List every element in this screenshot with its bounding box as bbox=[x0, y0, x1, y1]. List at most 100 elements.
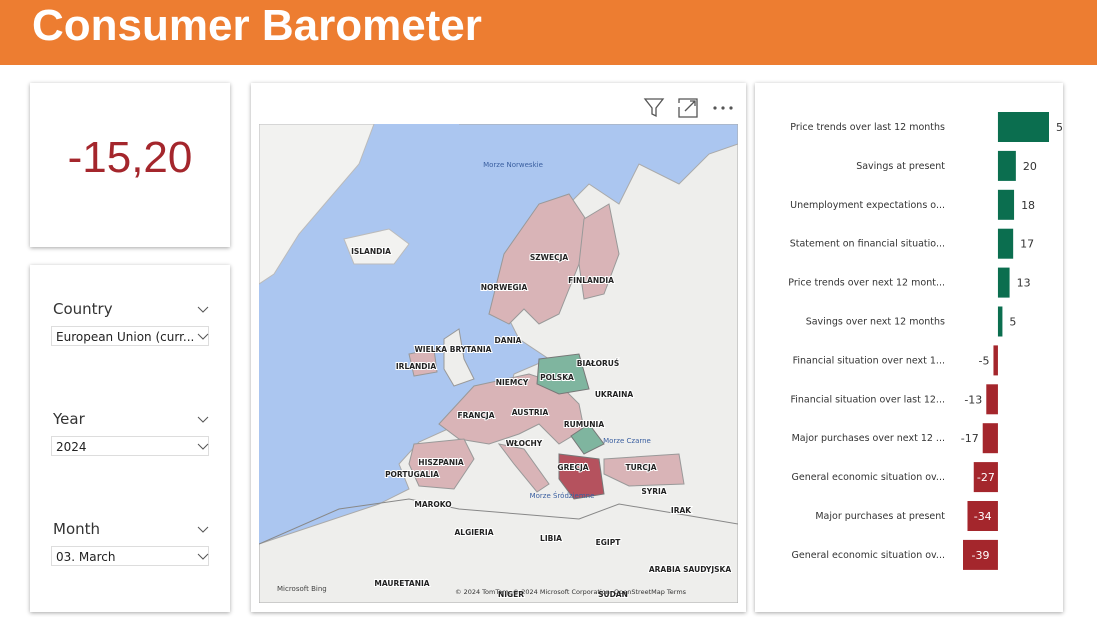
bar bbox=[997, 112, 1049, 142]
map-label: IRLANDIA bbox=[396, 362, 436, 371]
map-label: Morze Śródziemne bbox=[530, 491, 595, 500]
map-label: ALGIERIA bbox=[454, 528, 493, 537]
map-label: IRAK bbox=[671, 506, 692, 515]
map-label: NIEMCY bbox=[496, 378, 529, 387]
value-label: 5 bbox=[1009, 316, 1016, 329]
filter-dropdown[interactable]: European Union (curr... bbox=[51, 326, 209, 346]
header: Consumer Barometer bbox=[0, 0, 1097, 65]
filter-label: Year bbox=[53, 410, 85, 428]
value-label: -34 bbox=[974, 510, 992, 523]
value-label: 20 bbox=[1023, 160, 1037, 173]
map-label: AUSTRIA bbox=[512, 408, 549, 417]
bar bbox=[997, 189, 1015, 220]
map-label: BIAŁORUŚ bbox=[577, 359, 620, 368]
iceland bbox=[343, 228, 410, 265]
chevron bbox=[197, 526, 209, 533]
value-label: 57 bbox=[1056, 121, 1063, 134]
category-label: Statement on financial situatio... bbox=[790, 239, 945, 250]
category-label: Major purchases at present bbox=[815, 511, 945, 522]
filter-dropdown[interactable]: 2024 bbox=[51, 436, 209, 456]
africa-coast bbox=[259, 498, 738, 545]
bar bbox=[993, 345, 998, 376]
map-label: NORWEGIA bbox=[481, 283, 528, 292]
map-label: TURCJA bbox=[625, 463, 656, 472]
chevron bbox=[197, 416, 209, 423]
value-label: -17 bbox=[961, 432, 979, 445]
finland bbox=[578, 203, 620, 300]
chevron bbox=[197, 553, 209, 560]
map-label: DANIA bbox=[495, 336, 522, 345]
filter-label: Country bbox=[53, 300, 113, 318]
land bbox=[259, 124, 738, 603]
kpi-card: -15,20 bbox=[30, 83, 230, 247]
map-label: MAROKO bbox=[414, 500, 451, 509]
map-label: ISLANDIA bbox=[351, 247, 391, 256]
category-label: Price trends over last 12 months bbox=[790, 122, 945, 133]
map-label: POLSKA bbox=[540, 373, 574, 382]
map-copyright: © 2024 TomTom, © 2024 Microsoft Corporat… bbox=[455, 588, 687, 596]
map-label: WŁOCHY bbox=[506, 439, 543, 448]
map-label: ARABIA SAUDYJSKA bbox=[649, 565, 731, 574]
category-label: General economic situation ov... bbox=[792, 472, 945, 483]
italy bbox=[497, 443, 550, 493]
value-label: 17 bbox=[1020, 238, 1034, 251]
chevron bbox=[197, 443, 209, 450]
map-label: SZWECJA bbox=[530, 253, 569, 262]
value-label: -13 bbox=[964, 393, 982, 406]
bar bbox=[997, 228, 1014, 259]
britain bbox=[443, 328, 475, 387]
title: Consumer Barometer bbox=[32, 1, 482, 50]
chevron bbox=[197, 333, 209, 340]
more-icon[interactable] bbox=[713, 106, 733, 110]
filter-icon[interactable] bbox=[643, 98, 665, 118]
map-label: UKRAINA bbox=[595, 390, 634, 399]
turkey bbox=[603, 453, 685, 487]
value-label: -5 bbox=[978, 354, 989, 367]
map-label: RUMUNIA bbox=[564, 420, 604, 429]
map-label: LIBIA bbox=[540, 534, 562, 543]
category-label: Financial situation over last 12... bbox=[790, 394, 945, 405]
map-label: SUDAN bbox=[598, 590, 628, 599]
filter-card: Country European Union (curr... Year 2024 Mo… bbox=[30, 265, 230, 612]
map-label: FINLANDIA bbox=[568, 276, 614, 285]
map-label: HISZPANIA bbox=[418, 458, 464, 467]
map-label: Morze Norweskie bbox=[483, 161, 543, 169]
category-label: Savings over next 12 months bbox=[806, 317, 945, 328]
bar bbox=[967, 501, 998, 531]
category-label: Savings at present bbox=[856, 161, 945, 172]
bar bbox=[997, 267, 1010, 298]
category-label: Financial situation over next 1... bbox=[793, 355, 945, 366]
value-label: 18 bbox=[1021, 199, 1035, 212]
bar bbox=[986, 384, 998, 415]
iberia bbox=[408, 438, 475, 490]
bar bbox=[963, 539, 998, 570]
map-label: EGIPT bbox=[596, 538, 622, 547]
poland bbox=[536, 353, 590, 395]
map-label: GRECJA bbox=[557, 463, 588, 472]
value-label: -39 bbox=[971, 549, 989, 562]
category-label: Price trends over next 12 mont... bbox=[788, 278, 945, 289]
bar bbox=[973, 462, 998, 493]
map-brand: Microsoft Bing bbox=[277, 585, 327, 593]
map-label: NIGER bbox=[498, 590, 524, 599]
category-label: Unemployment expectations o... bbox=[790, 200, 945, 211]
map-label: PORTUGALIA bbox=[385, 470, 439, 479]
map-label: WIELKA BRYTANIA bbox=[415, 345, 492, 354]
map-label: SYRIA bbox=[641, 487, 666, 496]
map-label: FRANCJA bbox=[457, 411, 494, 420]
bar bbox=[997, 306, 1003, 337]
romania bbox=[570, 423, 605, 455]
value-label: -27 bbox=[977, 471, 995, 484]
map: Morze Norweskie ISLANDIA SZWECJA NORWEGIA FI… bbox=[259, 124, 738, 603]
filter-label: Month bbox=[53, 520, 101, 538]
value-label: 13 bbox=[1017, 277, 1031, 290]
bar bbox=[982, 423, 998, 454]
filter-dropdown[interactable]: 03. March bbox=[51, 546, 209, 566]
category-label: General economic situation ov... bbox=[792, 550, 945, 561]
bar-chart: Price trends over last 12 months 57 Saving… bbox=[788, 112, 1063, 570]
category-label: Major purchases over next 12 ... bbox=[792, 433, 945, 444]
focus-icon[interactable] bbox=[678, 98, 698, 118]
greenland bbox=[259, 124, 375, 285]
kpi-value: -15,20 bbox=[67, 133, 193, 182]
